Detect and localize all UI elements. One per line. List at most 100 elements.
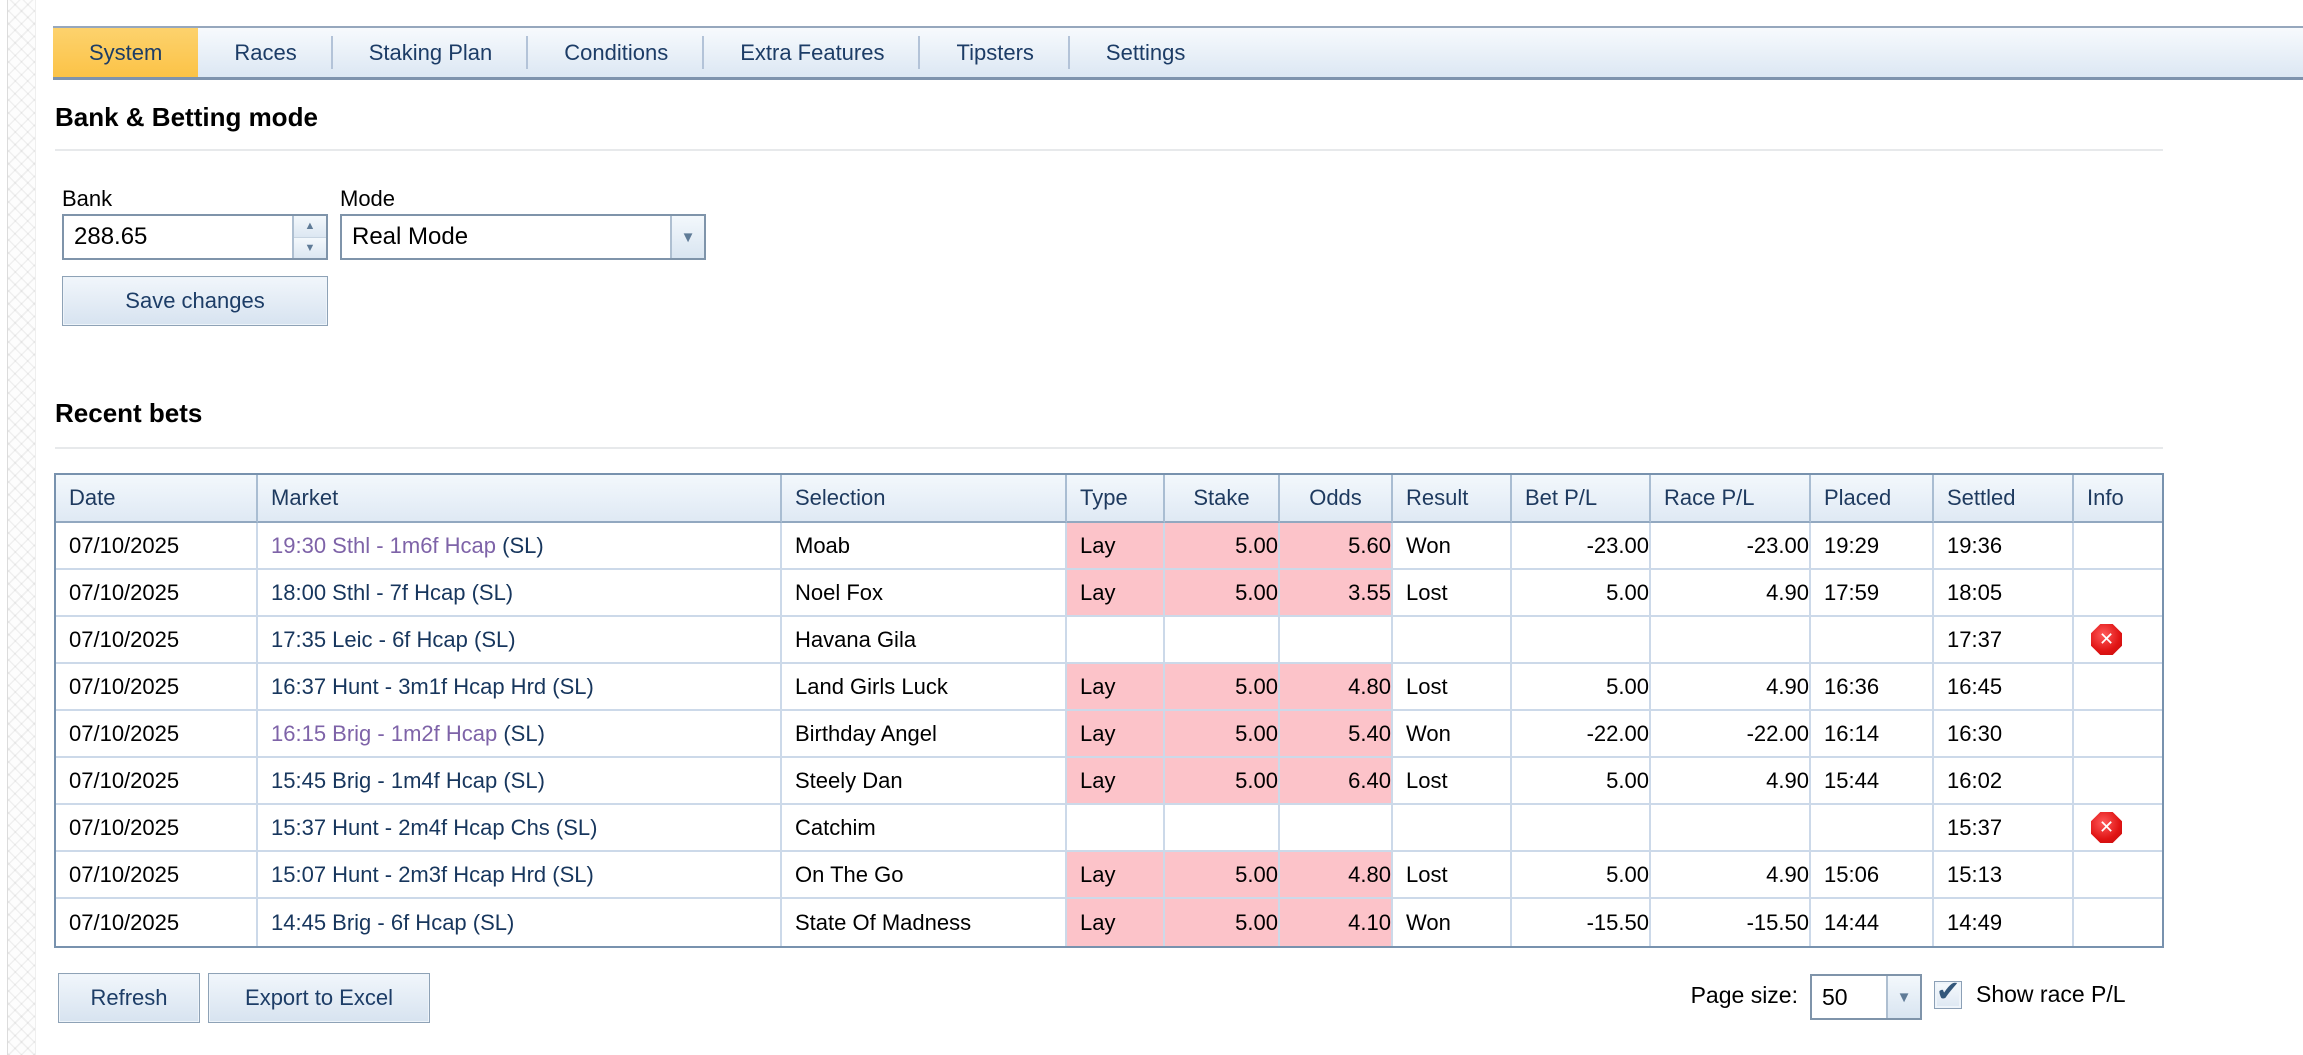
- mode-select[interactable]: Real Mode ▼: [340, 214, 706, 260]
- odds-cell: 4.10: [1280, 899, 1393, 946]
- odds-cell: 3.55: [1280, 570, 1393, 617]
- save-changes-button[interactable]: Save changes: [62, 276, 328, 326]
- stake-cell: [1165, 617, 1280, 664]
- race-pl-cell: 4.90: [1651, 758, 1811, 805]
- selection-cell: Land Girls Luck: [782, 664, 1067, 711]
- market-link[interactable]: 16:15 Brig - 1m2f Hcap: [271, 720, 498, 746]
- market-link[interactable]: 17:35 Leic - 6f Hcap: [271, 626, 468, 652]
- spinner-up-button[interactable]: ▲: [294, 216, 326, 237]
- bet-pl-cell: -15.50: [1512, 899, 1651, 946]
- settled-cell: 16:30: [1934, 711, 2074, 758]
- date-cell: 07/10/2025: [56, 805, 258, 852]
- market-link[interactable]: 15:37 Hunt - 2m4f Hcap Chs: [271, 814, 550, 840]
- table-row: 07/10/2025 15:37 Hunt - 2m4f Hcap Chs (SL…: [56, 805, 2162, 852]
- result-cell: Won: [1393, 711, 1512, 758]
- settled-cell: 15:13: [1934, 852, 2074, 899]
- spinner-down-button[interactable]: ▼: [294, 236, 326, 258]
- table-row: 07/10/2025 16:37 Hunt - 3m1f Hcap Hrd (SL…: [56, 664, 2162, 711]
- market-link[interactable]: 14:45 Brig - 6f Hcap: [271, 909, 467, 935]
- odds-cell: 4.80: [1280, 852, 1393, 899]
- bet-pl-cell: [1512, 805, 1651, 852]
- column-header-date: Date: [56, 475, 258, 523]
- page-size-dropdown-button[interactable]: ▼: [1886, 976, 1920, 1018]
- bank-spinner: ▲ ▼: [292, 216, 326, 258]
- mode-label: Mode: [340, 186, 396, 211]
- bet-pl-cell: 5.00: [1512, 664, 1651, 711]
- market-link[interactable]: 18:00 Sthl - 7f Hcap: [271, 579, 466, 605]
- market-suffix: (SL): [466, 909, 515, 935]
- tab-tipsters[interactable]: Tipsters: [920, 28, 1071, 77]
- placed-cell: [1811, 617, 1934, 664]
- race-pl-cell: -22.00: [1651, 711, 1811, 758]
- selection-cell: On The Go: [782, 852, 1067, 899]
- result-cell: [1393, 617, 1512, 664]
- recent-bets-table: Date Market Selection Type Stake Odds Result Be…: [54, 473, 2164, 948]
- date-cell: 07/10/2025: [56, 711, 258, 758]
- tab-staking-plan[interactable]: Staking Plan: [333, 28, 529, 77]
- tab-races[interactable]: Races: [198, 28, 334, 77]
- column-header-type: Type: [1067, 475, 1165, 523]
- checkmark-icon: ✔: [1936, 976, 1961, 1008]
- mode-dropdown-button[interactable]: ▼: [670, 216, 704, 258]
- date-cell: 07/10/2025: [56, 523, 258, 570]
- mode-select-value: Real Mode: [352, 223, 469, 250]
- table-row: 07/10/2025 17:35 Leic - 6f Hcap (SL) Havan…: [56, 617, 2162, 664]
- market-link[interactable]: 15:07 Hunt - 2m3f Hcap Hrd: [271, 861, 547, 887]
- race-pl-cell: -23.00: [1651, 523, 1811, 570]
- market-suffix: (SL): [496, 532, 544, 558]
- error-icon[interactable]: ✕: [2091, 624, 2122, 655]
- column-header-race-p-l: Race P/L: [1651, 475, 1811, 523]
- market-cell: 19:30 Sthl - 1m6f Hcap (SL): [258, 523, 782, 570]
- splitter-gutter[interactable]: [7, 0, 36, 1055]
- tab-conditions[interactable]: Conditions: [528, 28, 705, 77]
- bet-pl-cell: 5.00: [1512, 852, 1651, 899]
- odds-cell: 5.40: [1280, 711, 1393, 758]
- market-link[interactable]: 15:45 Brig - 1m4f Hcap: [271, 767, 498, 793]
- result-cell: Lost: [1393, 664, 1512, 711]
- info-cell: [2074, 711, 2162, 758]
- refresh-button[interactable]: Refresh: [58, 973, 200, 1023]
- race-pl-cell: 4.90: [1651, 852, 1811, 899]
- date-cell: 07/10/2025: [56, 664, 258, 711]
- bet-pl-cell: -23.00: [1512, 523, 1651, 570]
- bank-input-value: 288.65: [74, 223, 148, 250]
- market-suffix: (SL): [549, 814, 598, 840]
- bank-input[interactable]: 288.65 ▲ ▼: [62, 214, 328, 260]
- column-header-result: Result: [1393, 475, 1512, 523]
- type-cell: Lay: [1067, 899, 1165, 946]
- market-link[interactable]: 19:30 Sthl - 1m6f Hcap: [271, 532, 497, 558]
- type-cell: [1067, 805, 1165, 852]
- race-pl-cell: 4.90: [1651, 664, 1811, 711]
- page-size-select[interactable]: 50 ▼: [1810, 974, 1922, 1020]
- table-header-row: Date Market Selection Type Stake Odds Result Be…: [56, 475, 2162, 523]
- tab-system[interactable]: System: [53, 28, 199, 77]
- table-row: 07/10/2025 19:30 Sthl - 1m6f Hcap (SL) Moa…: [56, 523, 2162, 570]
- export-to-excel-button[interactable]: Export to Excel: [208, 973, 430, 1023]
- placed-cell: 14:44: [1811, 899, 1934, 946]
- settled-cell: 16:02: [1934, 758, 2074, 805]
- tab-settings[interactable]: Settings: [1105, 39, 1186, 65]
- column-header-bet-p-l: Bet P/L: [1512, 475, 1651, 523]
- column-header-settled: Settled: [1934, 475, 2074, 523]
- market-cell: 15:07 Hunt - 2m3f Hcap Hrd (SL): [258, 852, 782, 899]
- page-size-label: Page size:: [1690, 982, 1798, 1008]
- settled-cell: 17:37: [1934, 617, 2074, 664]
- result-cell: Lost: [1393, 852, 1512, 899]
- info-cell: [2074, 523, 2162, 570]
- info-cell: [2074, 664, 2162, 711]
- market-cell: 16:15 Brig - 1m2f Hcap (SL): [258, 711, 782, 758]
- bet-pl-cell: -22.00: [1512, 711, 1651, 758]
- odds-cell: 4.80: [1280, 664, 1393, 711]
- market-link[interactable]: 16:37 Hunt - 3m1f Hcap Hrd: [271, 673, 547, 699]
- spinner-up-icon: ▲: [304, 220, 316, 233]
- bet-pl-cell: 5.00: [1512, 758, 1651, 805]
- column-header-odds: Odds: [1280, 475, 1393, 523]
- selection-cell: Havana Gila: [782, 617, 1067, 664]
- market-suffix: (SL): [465, 579, 514, 605]
- error-icon[interactable]: ✕: [2091, 812, 2122, 843]
- show-race-pl-checkbox[interactable]: ✔: [1934, 976, 1962, 1009]
- table-row: 07/10/2025 16:15 Brig - 1m2f Hcap (SL) Bir…: [56, 711, 2162, 758]
- page-size-value: 50: [1822, 984, 1848, 1010]
- market-suffix: (SL): [467, 626, 516, 652]
- tab-extra-features[interactable]: Extra Features: [704, 28, 921, 77]
